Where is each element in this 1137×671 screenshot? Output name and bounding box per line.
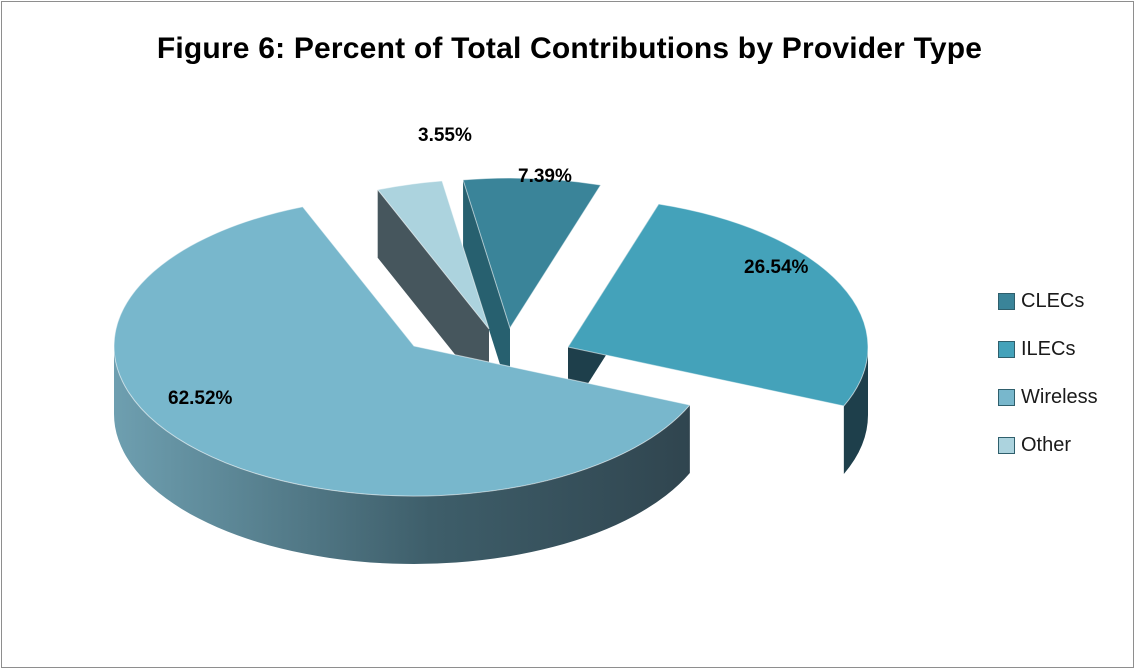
legend-label-wireless: Wireless	[1021, 385, 1098, 408]
data-label-clecs: 7.39%	[518, 166, 572, 187]
legend-swatch-ilecs	[998, 340, 1015, 358]
legend-label-other: Other	[1021, 433, 1072, 456]
legend: CLECs ILECs Wireless Other	[998, 287, 1098, 479]
data-label-wireless: 62.52%	[168, 388, 233, 409]
pie-wall-ilecs	[843, 347, 869, 474]
legend-item-wireless: Wireless	[998, 383, 1098, 411]
legend-item-clecs: CLECs	[998, 287, 1098, 315]
data-label-other: 3.55%	[418, 125, 472, 146]
pie-chart: 7.39% 26.54% 62.52% 3.55%	[113, 125, 869, 564]
pie-wall-wireless	[114, 346, 690, 564]
legend-swatch-clecs	[998, 292, 1015, 310]
legend-swatch-other	[998, 436, 1015, 454]
pie-slice-wireless	[113, 206, 691, 497]
legend-label-ilecs: ILECs	[1021, 337, 1076, 360]
pie-slice-other	[376, 180, 490, 330]
legend-swatch-wireless	[998, 388, 1015, 406]
legend-label-clecs: CLECs	[1021, 289, 1085, 312]
chart-title: Figure 6: Percent of Total Contributions…	[156, 32, 983, 65]
legend-item-other: Other	[998, 431, 1098, 459]
data-label-ilecs: 26.54%	[744, 257, 809, 278]
pie-slice-ilecs	[567, 203, 869, 407]
pie-slice-clecs	[462, 177, 602, 330]
pie-side-other-start	[377, 189, 489, 397]
pie-side-clecs-start	[463, 179, 510, 396]
legend-item-ilecs: ILECs	[998, 335, 1098, 363]
